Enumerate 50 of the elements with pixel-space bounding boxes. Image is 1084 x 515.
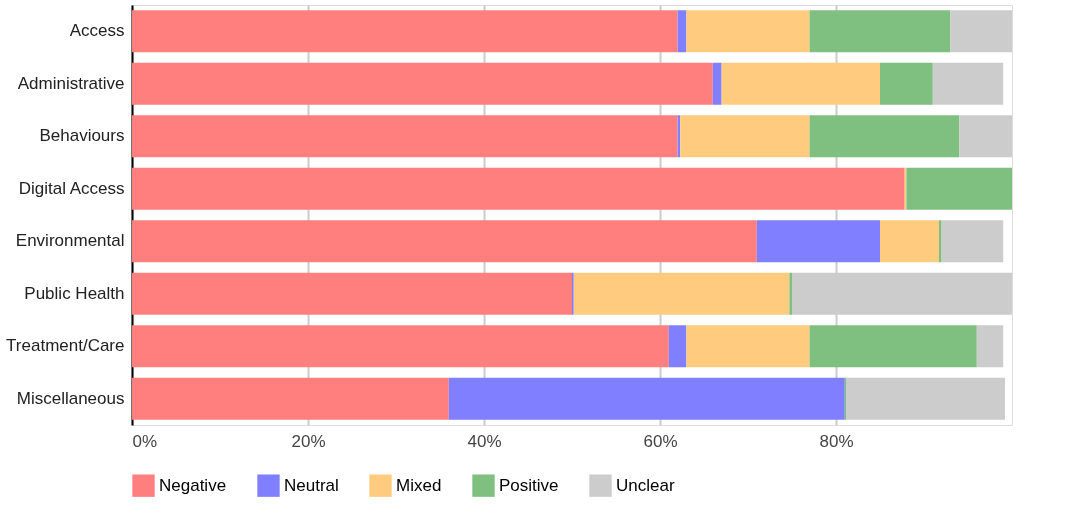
bar: [712, 62, 722, 105]
legend-label: Positive: [499, 475, 559, 495]
x-tick-label: 0%: [132, 431, 158, 451]
y-tick-label: Public Health: [24, 283, 125, 303]
y-tick-label: Behaviours: [39, 126, 125, 146]
legend-label: Unclear: [616, 475, 675, 495]
legend-label: Negative: [159, 475, 227, 495]
legend-label: Mixed: [396, 475, 442, 495]
bar: [941, 220, 1004, 263]
bar: [906, 167, 1012, 210]
legend-label: Neutral: [284, 475, 339, 495]
bar: [959, 115, 1012, 158]
x-tick-label: 20%: [291, 431, 326, 451]
bar: [132, 115, 678, 158]
y-tick-label: Environmental: [15, 231, 125, 251]
x-tick-label: 40%: [467, 431, 502, 451]
bar: [846, 377, 1005, 420]
bar: [132, 10, 678, 53]
bar: [132, 62, 713, 105]
y-tick-label: Miscellaneous: [16, 388, 125, 408]
bar: [668, 325, 687, 368]
x-tick-label: 80%: [819, 431, 854, 451]
bar: [721, 62, 880, 105]
bar: [132, 167, 905, 210]
x-tick-label: 60%: [643, 431, 678, 451]
bar: [448, 377, 845, 420]
y-tick-label: Access: [69, 21, 125, 41]
bar: [809, 325, 977, 368]
bar: [686, 10, 810, 53]
bar: [132, 325, 669, 368]
bar: [573, 272, 790, 315]
bar: [932, 62, 1004, 105]
bar: [686, 325, 810, 368]
bar: [677, 10, 687, 53]
bar: [809, 115, 960, 158]
bar: [680, 115, 810, 158]
bar: [950, 10, 1012, 53]
bar: [976, 325, 1004, 368]
bar: [789, 272, 792, 315]
bar: [880, 220, 939, 263]
bar: [756, 220, 880, 263]
bar: [132, 272, 572, 315]
bar: [809, 10, 951, 53]
y-tick-label: Administrative: [17, 73, 125, 93]
bar: [132, 220, 757, 263]
bar: [132, 377, 449, 420]
bar: [938, 220, 942, 263]
y-tick-label: Treatment/Care: [6, 336, 125, 356]
y-tick-label: Digital Access: [18, 178, 125, 198]
bar: [880, 62, 933, 105]
